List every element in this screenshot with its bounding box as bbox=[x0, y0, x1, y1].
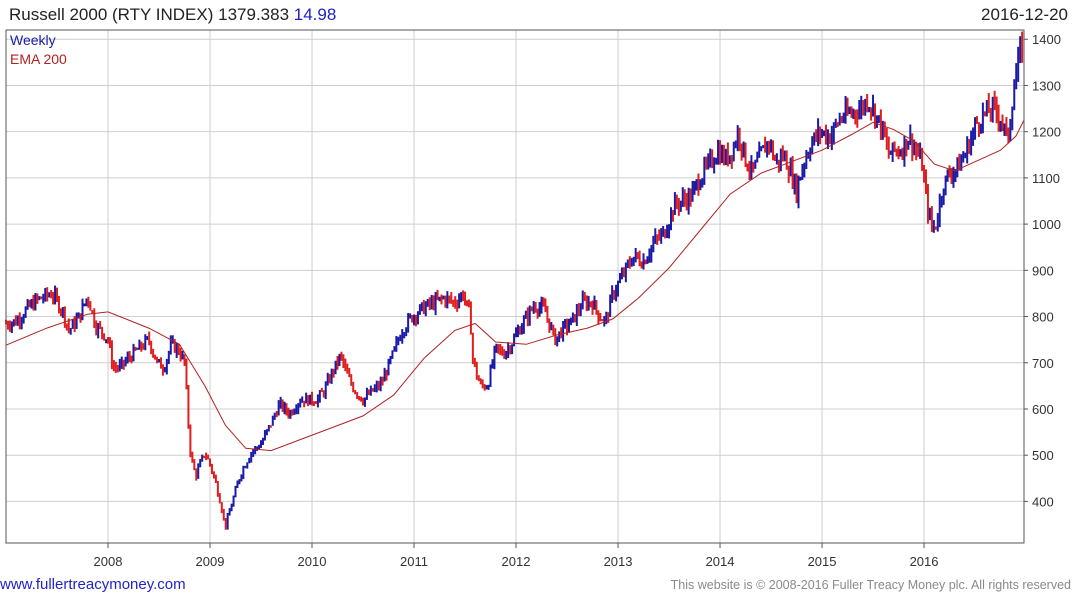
x-axis-ticks: 2008 2009 2010 2011 2012 2013 2014 2015 2016 bbox=[94, 543, 939, 569]
site-url-link[interactable]: www.fullertreacymoney.com bbox=[0, 576, 186, 593]
x-tick-label: 2012 bbox=[502, 554, 531, 569]
y-axis-ticks: 400 500 600 700 800 900 1000 1100 1200 1300 1400 bbox=[1024, 32, 1061, 509]
chart-header: Russell 2000 (RTY INDEX) 1379.383 14.98 … bbox=[0, 0, 1075, 30]
last-price: 1379.383 bbox=[218, 5, 290, 24]
y-tick-label: 1400 bbox=[1032, 32, 1061, 47]
x-tick-label: 2016 bbox=[910, 554, 939, 569]
x-tick-label: 2015 bbox=[808, 554, 837, 569]
legend-weekly: Weekly bbox=[10, 32, 56, 48]
x-tick-label: 2013 bbox=[604, 554, 633, 569]
x-tick-label: 2008 bbox=[94, 554, 123, 569]
copyright-notice: This website is © 2008-2016 Fuller Treac… bbox=[670, 578, 1071, 592]
y-tick-label: 500 bbox=[1032, 448, 1054, 463]
x-tick-label: 2011 bbox=[400, 554, 428, 569]
chart-title: Russell 2000 (RTY INDEX) 1379.383 14.98 bbox=[9, 5, 336, 25]
y-tick-label: 1100 bbox=[1032, 171, 1060, 186]
y-tick-label: 1200 bbox=[1032, 125, 1061, 140]
y-tick-label: 800 bbox=[1032, 310, 1054, 325]
y-tick-label: 700 bbox=[1032, 356, 1054, 371]
symbol-label: Russell 2000 (RTY INDEX) bbox=[9, 5, 214, 24]
plot-frame bbox=[5, 29, 1025, 544]
y-tick-label: 400 bbox=[1032, 494, 1054, 509]
weekly-price-bars bbox=[5, 31, 1024, 530]
chart-date: 2016-12-20 bbox=[981, 5, 1068, 24]
y-tick-label: 1000 bbox=[1032, 217, 1061, 232]
x-tick-label: 2014 bbox=[706, 554, 735, 569]
legend-ema-200: EMA 200 bbox=[10, 51, 67, 67]
price-change: 14.98 bbox=[293, 5, 337, 24]
x-tick-label: 2009 bbox=[196, 554, 225, 569]
y-tick-label: 600 bbox=[1032, 402, 1054, 417]
y-tick-label: 900 bbox=[1032, 263, 1054, 278]
x-tick-label: 2010 bbox=[298, 554, 327, 569]
gridlines bbox=[6, 30, 1024, 543]
y-tick-label: 1300 bbox=[1032, 78, 1061, 93]
ema-200-line bbox=[5, 119, 1025, 452]
